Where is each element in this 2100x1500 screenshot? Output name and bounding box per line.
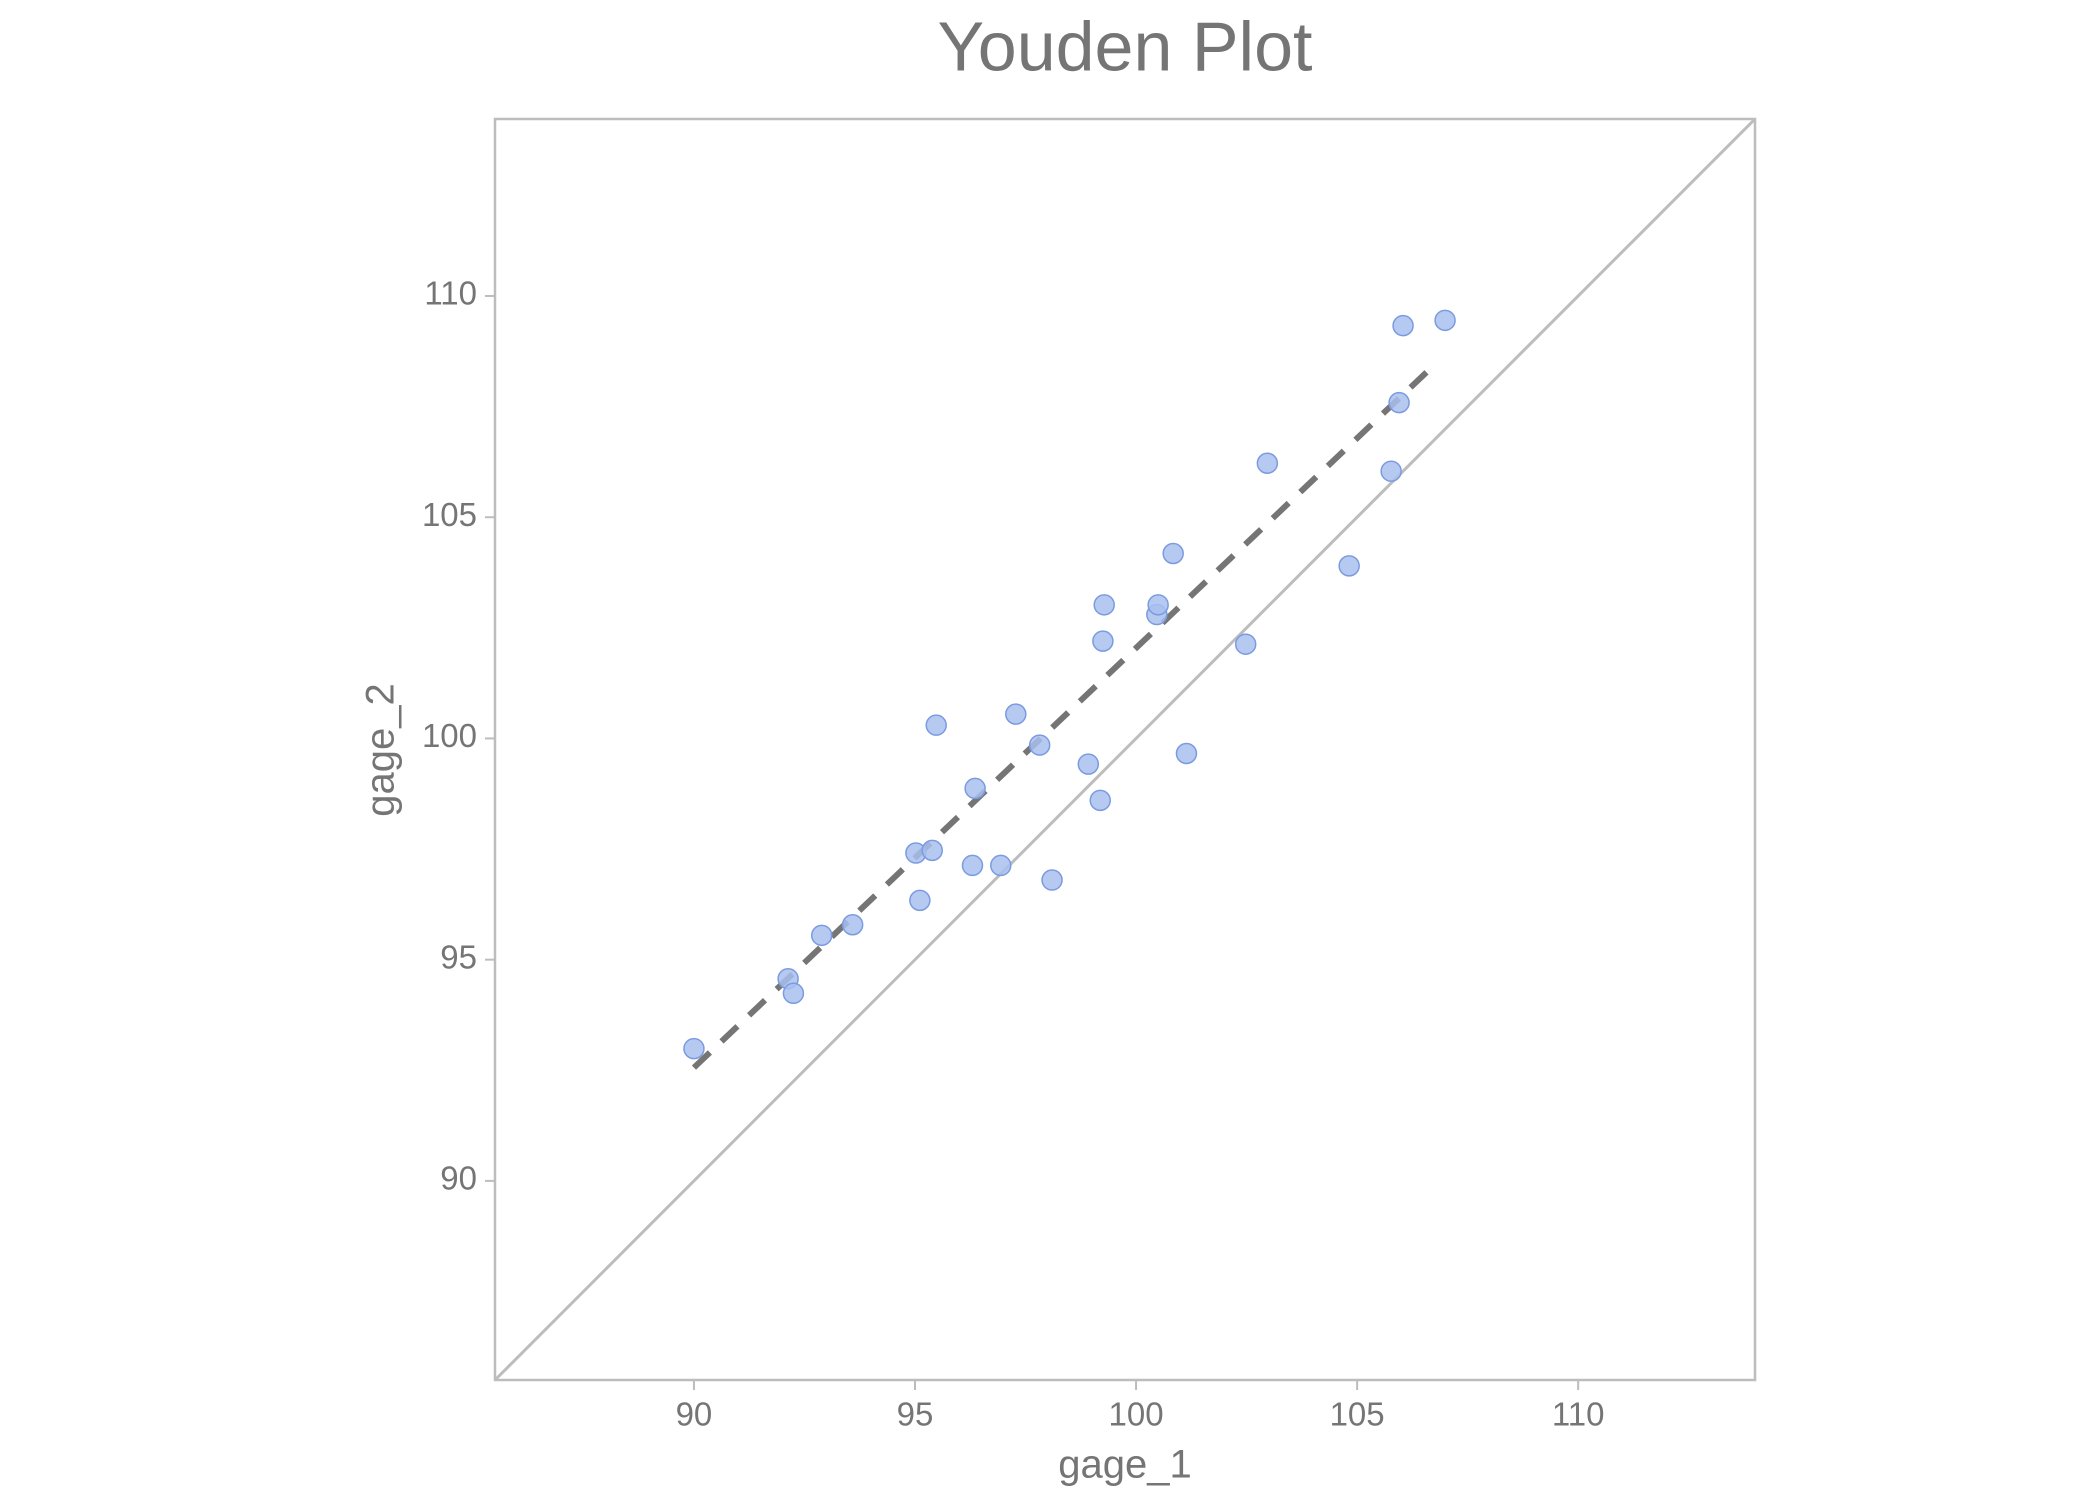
point [841, 913, 864, 936]
point [1089, 789, 1111, 812]
chart-title: Youden Plot [938, 7, 1313, 85]
y-tick-label: 105 [422, 496, 477, 533]
point [1077, 753, 1100, 775]
fit-line [691, 365, 1434, 1070]
y-axis-label: gage_2 [359, 683, 403, 816]
point [909, 889, 931, 912]
x-tick-label: 105 [1330, 1396, 1385, 1433]
x-tick-label: 100 [1109, 1396, 1164, 1433]
point [1147, 594, 1169, 616]
point [1093, 594, 1115, 616]
x-tick-label: 95 [897, 1396, 934, 1433]
y-tick-label: 90 [440, 1160, 477, 1197]
point [1338, 555, 1360, 577]
plot-frame [493, 117, 1757, 1382]
point [925, 714, 947, 736]
point [961, 854, 984, 877]
point [1434, 309, 1456, 332]
point [990, 854, 1012, 877]
point [1256, 452, 1279, 474]
identity-line [493, 117, 1757, 1382]
y-tick-label: 110 [424, 275, 477, 312]
point [921, 839, 943, 862]
point [782, 982, 805, 1005]
point [1092, 630, 1114, 652]
point [1041, 869, 1063, 891]
point [1380, 460, 1402, 482]
point [1392, 314, 1414, 337]
point [1175, 742, 1198, 765]
point [683, 1037, 705, 1060]
x-tick-label: 110 [1552, 1396, 1605, 1433]
point [1162, 542, 1184, 565]
point [1234, 633, 1257, 655]
point [1388, 391, 1410, 414]
x-tick-label: 90 [676, 1396, 713, 1433]
y-tick-label: 95 [440, 938, 477, 975]
point [810, 924, 833, 947]
point [1028, 734, 1051, 756]
point [1005, 703, 1027, 725]
y-tick-label: 100 [422, 717, 477, 754]
point [964, 777, 986, 800]
x-axis-label: gage_1 [1058, 1443, 1191, 1487]
